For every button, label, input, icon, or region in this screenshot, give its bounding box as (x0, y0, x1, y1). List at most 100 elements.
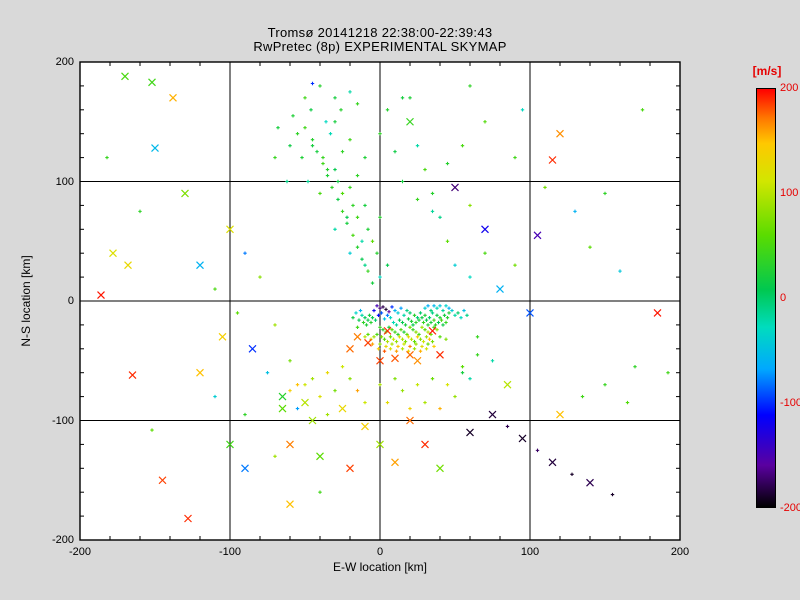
data-point-dot (438, 335, 442, 339)
data-point-x (248, 344, 257, 353)
data-point-dot (372, 308, 376, 313)
data-point-dot (411, 323, 415, 327)
data-point-dot (513, 263, 517, 267)
data-point-dot (543, 185, 547, 190)
data-point-dot (394, 323, 399, 327)
data-point-dot (430, 191, 435, 196)
data-point-dot (324, 120, 328, 124)
y-tick-label: 0 (67, 295, 74, 307)
y-tick-label: 100 (55, 175, 74, 188)
data-point-dot (381, 327, 385, 332)
data-point-dot (373, 318, 378, 322)
data-point-dot (351, 316, 355, 320)
data-point-dot (348, 90, 352, 94)
data-point-dot (403, 323, 408, 327)
x-tick-label: 0 (376, 546, 384, 558)
data-point-dot (378, 306, 382, 310)
data-point-dot (375, 251, 379, 255)
data-point-dot (378, 215, 382, 220)
data-point-dot (393, 149, 397, 154)
data-point-dot (357, 318, 361, 322)
colorbar-tick-label: -100 (780, 397, 800, 409)
data-point-dot (355, 245, 360, 249)
data-point-dot (468, 84, 472, 88)
data-point-dot (483, 251, 487, 255)
data-point-dot (310, 81, 315, 86)
data-point-dot (418, 337, 423, 341)
data-point-dot (390, 327, 394, 332)
data-point-x (383, 326, 392, 335)
data-point-dot (423, 313, 427, 318)
data-point-dot (429, 332, 433, 337)
data-point-dot (610, 492, 615, 497)
data-point-dot (351, 203, 355, 208)
data-point-x (406, 350, 414, 359)
page-title: Tromsø 20141218 22:38:00-22:39:43 (267, 25, 493, 40)
data-point-dot (382, 317, 387, 321)
data-point-dot (603, 191, 607, 196)
x-tick-label: 100 (520, 546, 540, 558)
data-point-x (503, 380, 512, 389)
colorbar-tick-label: 100 (780, 187, 799, 199)
data-point-dot (345, 215, 349, 220)
data-point-x (278, 392, 287, 401)
data-point-dot (570, 472, 574, 476)
data-point-dot (295, 132, 300, 136)
data-point-dot (370, 281, 375, 285)
data-point-dot (378, 325, 382, 329)
data-point-dot (355, 325, 360, 329)
data-point-x (364, 338, 372, 347)
data-point-dot (460, 365, 465, 369)
data-point-dot (430, 311, 435, 315)
data-point-dot (423, 327, 427, 332)
data-point-dot (376, 313, 381, 318)
data-point-x (286, 440, 294, 449)
data-point-dot (573, 209, 577, 214)
data-point-dot (325, 173, 330, 178)
data-point-dot (318, 191, 322, 196)
data-point-x (361, 422, 369, 431)
data-point-dot (438, 215, 442, 220)
data-point-dot (460, 371, 465, 375)
data-point-dot (402, 342, 406, 346)
data-point-dot (429, 308, 433, 313)
data-point-dot (318, 394, 322, 399)
data-point-x (196, 261, 204, 270)
data-point-dot (397, 335, 402, 339)
data-point-x (226, 225, 234, 234)
data-point-dot (435, 313, 439, 318)
plot-frame (79, 61, 681, 541)
data-point-dot (369, 320, 373, 325)
data-point-dot (384, 344, 388, 349)
data-point-dot (309, 108, 313, 112)
x-tick-label: 200 (670, 546, 690, 558)
data-point-dot (423, 400, 427, 405)
data-point-dot (333, 96, 337, 100)
data-point-dot (424, 335, 429, 339)
data-point-dot (490, 359, 495, 363)
data-point-dot (378, 275, 382, 279)
data-point-dot (445, 161, 450, 166)
data-point-dot (397, 318, 402, 322)
data-point-x (451, 183, 459, 192)
data-point-dot (361, 320, 366, 325)
data-point-dot (418, 311, 423, 315)
data-point-dot (409, 319, 414, 324)
data-point-dot (355, 215, 360, 220)
data-point-dot (375, 304, 379, 308)
data-point-dot (390, 342, 394, 346)
data-point-dot (330, 185, 334, 190)
data-point-dot (376, 347, 381, 351)
data-point-dot (415, 197, 420, 202)
data-point-x (518, 434, 527, 443)
data-point-dot (438, 316, 442, 320)
data-point-dot (336, 197, 340, 202)
data-point-dot (412, 339, 417, 344)
data-point-dot (520, 108, 525, 112)
data-point-dot (285, 179, 289, 184)
data-point-dot (243, 412, 247, 417)
data-point-dot (235, 311, 240, 315)
data-point-dot (415, 316, 420, 320)
data-point-dot (288, 143, 292, 148)
data-point-dot (417, 332, 421, 337)
